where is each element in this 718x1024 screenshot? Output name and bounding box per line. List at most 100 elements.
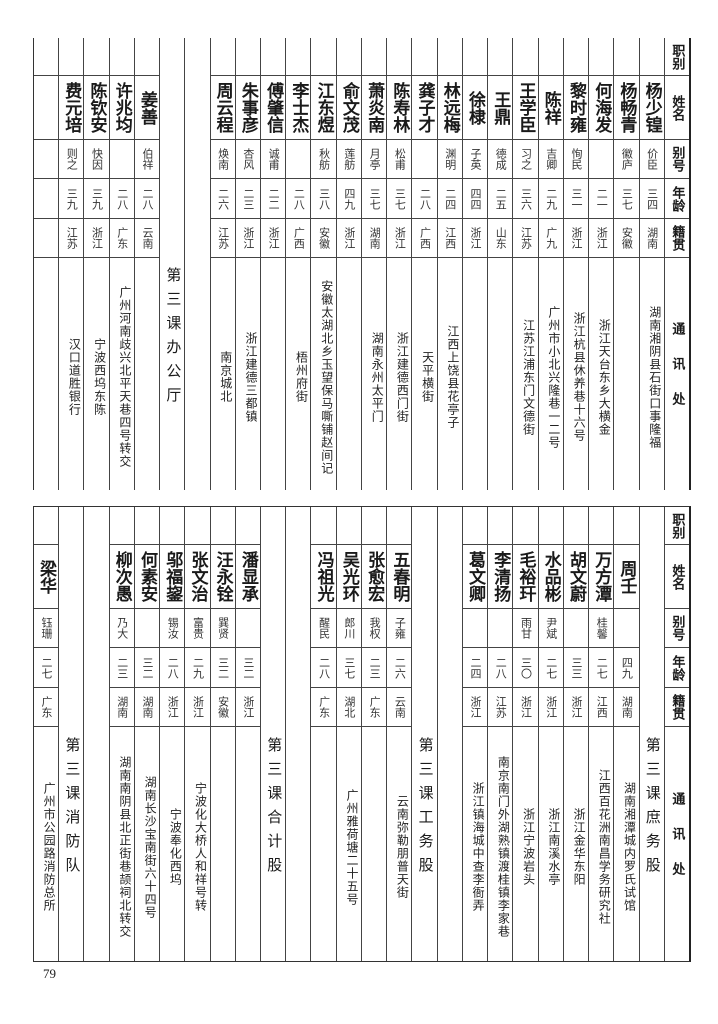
alias-cell: 莲舫: [336, 140, 361, 179]
age-cell: 三一: [563, 179, 589, 219]
age-cell: 二七: [589, 648, 614, 688]
alias-cell: 价臣: [639, 140, 664, 179]
age-cell: 二七: [538, 648, 563, 688]
name-text: 朱事彦: [237, 82, 258, 133]
person-row: 何海发 二一 浙江 浙江天台东乡大横金: [588, 38, 614, 490]
age-text: 二八: [494, 656, 508, 679]
address-cell: [34, 258, 58, 490]
name-text: 萧炎南: [364, 82, 385, 133]
blank-column: [184, 38, 209, 490]
alias-text: 富贵: [191, 617, 205, 639]
name-text: 胡文蔚: [565, 551, 586, 602]
native-text: 湖北: [342, 696, 356, 718]
address-text: 汉口道胜银行: [67, 338, 82, 416]
address-cell: [236, 727, 260, 961]
age-cell: 二九: [538, 179, 563, 219]
age-text: 三九: [65, 187, 79, 210]
header-label: 姓名: [664, 545, 689, 609]
age-text: 三七: [393, 187, 407, 210]
native-text: 浙江: [469, 696, 483, 718]
position-cell: [311, 507, 336, 545]
name-text: 邬福鋆: [162, 551, 183, 602]
section-title-column: 第三课庶务股: [638, 507, 664, 961]
alias-cell: 桂馨: [589, 609, 614, 648]
name-text: 冯祖光: [313, 551, 334, 602]
name-text: 汪永铨: [212, 551, 233, 602]
age-text: 三二: [216, 656, 230, 679]
address-cell: 湖南南阴县北正街巷颉祠北转交: [110, 727, 134, 961]
address-text: 云南弥勒朋普天街: [395, 795, 410, 899]
native-cell: 江苏: [59, 219, 84, 258]
native-text: 广东: [368, 696, 382, 718]
native-cell: 浙江: [513, 688, 538, 727]
age-text: 二九: [191, 656, 205, 679]
name-cell: 朱事彦: [235, 76, 261, 140]
alias-cell: [109, 140, 134, 179]
address-cell: [337, 258, 361, 490]
native-text: 江西: [443, 227, 457, 249]
native-cell: 广东: [33, 688, 59, 727]
address-cell: 宁波化大桥人和祥号转: [185, 727, 209, 961]
name-text: 徐棣: [465, 90, 486, 125]
name-text: 陈钦安: [86, 82, 107, 133]
alias-cell: [488, 609, 513, 648]
position-cell: [488, 38, 513, 76]
name-cell: 陈寿林: [387, 76, 412, 140]
address-cell: 广州雅荷塘二十五号: [337, 727, 361, 961]
person-row: 江东煜 秋舫 三八 安徽 安徽太湖北乡玉望保马嘶铺赵间记: [310, 38, 336, 490]
person-row: 梁华 钰珊 二七 广东 广州市公园路消防总所: [33, 507, 59, 961]
age-cell: 二六: [210, 179, 235, 219]
person-row: 黎时雍 恂民 三一 浙江 浙江杭县休养巷十六号: [562, 38, 589, 490]
person-row: 葛文卿 二四 浙江 浙江镇海城中查李衙弄: [461, 507, 488, 961]
alias-cell: 恂民: [563, 140, 589, 179]
native-cell: [33, 219, 59, 258]
age-cell: 三七: [336, 648, 361, 688]
name-cell: 傅肇信: [261, 76, 286, 140]
name-cell: 周云程: [210, 76, 235, 140]
position-cell: [235, 38, 261, 76]
age-text: 三七: [342, 656, 356, 679]
address-text: 广州河南歧兴北平天巷四号转交: [117, 286, 132, 468]
native-cell: 湖南: [109, 688, 134, 727]
position-cell: [589, 507, 614, 545]
name-text: 李清扬: [490, 551, 511, 602]
native-cell: 广东: [361, 688, 387, 727]
name-cell: 陈祥: [538, 76, 563, 140]
native-text: 浙江: [191, 696, 205, 718]
person-row: 冯祖光 醒民 二八 广东: [310, 507, 336, 961]
person-row: 朱事彦 杏风 二三 浙江 浙江建德三都镇: [234, 38, 261, 490]
native-text: 浙江: [569, 227, 583, 249]
age-text: 四九: [620, 656, 634, 679]
age-text: 二六: [216, 187, 230, 210]
address-cell: 湖南湘潭城内罗氏试馆: [614, 727, 638, 961]
age-text: 二一: [595, 187, 609, 210]
address-text: 湖南湘潭城内罗氏试馆: [622, 782, 637, 912]
name-text: 万方潭: [591, 551, 612, 602]
age-cell: 二六: [387, 648, 412, 688]
name-cell: [33, 76, 59, 140]
position-cell: [210, 507, 235, 545]
name-text: 杨畅青: [616, 82, 637, 133]
age-cell: 三七: [387, 179, 412, 219]
native-cell: 浙江: [185, 688, 210, 727]
age-cell: 二四: [462, 648, 488, 688]
native-text: 浙江: [241, 227, 255, 249]
name-text: 周云程: [212, 82, 233, 133]
person-row: 王学臣 习之 三六 江苏 江苏江浦东门文德街: [512, 38, 538, 490]
alias-cell: [33, 140, 59, 179]
native-text: 广西: [292, 227, 306, 249]
native-text: 湖南: [115, 696, 129, 718]
position-cell: [462, 38, 488, 76]
age-cell: 三二: [210, 648, 235, 688]
address-cell: [311, 727, 335, 961]
age-cell: 二七: [33, 648, 59, 688]
age-text: 三二: [241, 656, 255, 679]
age-text: 二三: [241, 187, 255, 210]
position-cell: [59, 38, 84, 76]
person-row: 陈寿林 松甫 三七 浙江 浙江建德西门街: [386, 38, 412, 490]
age-cell: 三二: [235, 648, 261, 688]
person-row: 傅肇信 诚甫 二二 浙江: [260, 38, 286, 490]
position-cell: [109, 507, 134, 545]
age-text: 二五: [494, 187, 508, 210]
native-cell: 广东: [311, 688, 336, 727]
